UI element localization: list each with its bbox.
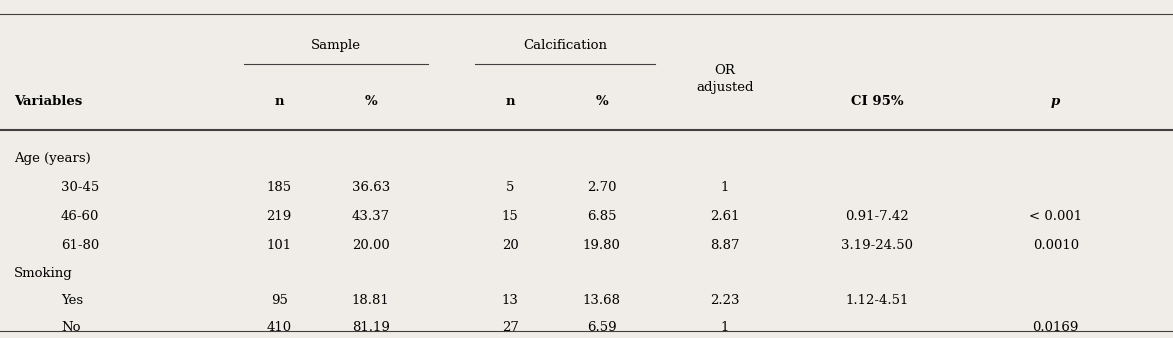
Text: Variables: Variables bbox=[14, 95, 82, 108]
Text: 8.87: 8.87 bbox=[710, 239, 740, 251]
Text: 15: 15 bbox=[502, 210, 518, 223]
Text: 6.85: 6.85 bbox=[586, 210, 617, 223]
Text: 1.12-4.51: 1.12-4.51 bbox=[846, 294, 909, 307]
Text: 43.37: 43.37 bbox=[352, 210, 389, 223]
Text: < 0.001: < 0.001 bbox=[1029, 210, 1083, 223]
Text: 13: 13 bbox=[502, 294, 518, 307]
Text: Sample: Sample bbox=[311, 39, 361, 52]
Text: 410: 410 bbox=[266, 321, 292, 334]
Text: Yes: Yes bbox=[61, 294, 83, 307]
Text: 219: 219 bbox=[266, 210, 292, 223]
Text: 185: 185 bbox=[266, 181, 292, 194]
Text: 101: 101 bbox=[266, 239, 292, 251]
Text: 3.19-24.50: 3.19-24.50 bbox=[841, 239, 914, 251]
Text: CI 95%: CI 95% bbox=[852, 95, 903, 108]
Text: Smoking: Smoking bbox=[14, 267, 73, 280]
Text: 5: 5 bbox=[506, 181, 515, 194]
Text: %: % bbox=[596, 95, 608, 108]
Text: Calcification: Calcification bbox=[523, 39, 606, 52]
Text: Age (years): Age (years) bbox=[14, 152, 90, 165]
Text: 1: 1 bbox=[720, 321, 730, 334]
Text: 0.91-7.42: 0.91-7.42 bbox=[846, 210, 909, 223]
Text: 2.70: 2.70 bbox=[586, 181, 617, 194]
Text: 36.63: 36.63 bbox=[352, 181, 389, 194]
Text: 27: 27 bbox=[502, 321, 518, 334]
Text: %: % bbox=[365, 95, 377, 108]
Text: 95: 95 bbox=[271, 294, 287, 307]
Text: 20.00: 20.00 bbox=[352, 239, 389, 251]
Text: 0.0169: 0.0169 bbox=[1032, 321, 1079, 334]
Text: n: n bbox=[274, 95, 284, 108]
Text: 61-80: 61-80 bbox=[61, 239, 100, 251]
Text: No: No bbox=[61, 321, 81, 334]
Text: 1: 1 bbox=[720, 181, 730, 194]
Text: n: n bbox=[506, 95, 515, 108]
Text: 46-60: 46-60 bbox=[61, 210, 100, 223]
Text: 30-45: 30-45 bbox=[61, 181, 100, 194]
Text: OR
adjusted: OR adjusted bbox=[696, 65, 754, 94]
Text: 18.81: 18.81 bbox=[352, 294, 389, 307]
Text: 81.19: 81.19 bbox=[352, 321, 389, 334]
Text: 20: 20 bbox=[502, 239, 518, 251]
Text: 2.61: 2.61 bbox=[710, 210, 740, 223]
Text: 0.0010: 0.0010 bbox=[1032, 239, 1079, 251]
Text: 19.80: 19.80 bbox=[583, 239, 621, 251]
Text: 2.23: 2.23 bbox=[710, 294, 740, 307]
Text: 6.59: 6.59 bbox=[586, 321, 617, 334]
Text: p: p bbox=[1051, 95, 1060, 108]
Text: 13.68: 13.68 bbox=[583, 294, 621, 307]
